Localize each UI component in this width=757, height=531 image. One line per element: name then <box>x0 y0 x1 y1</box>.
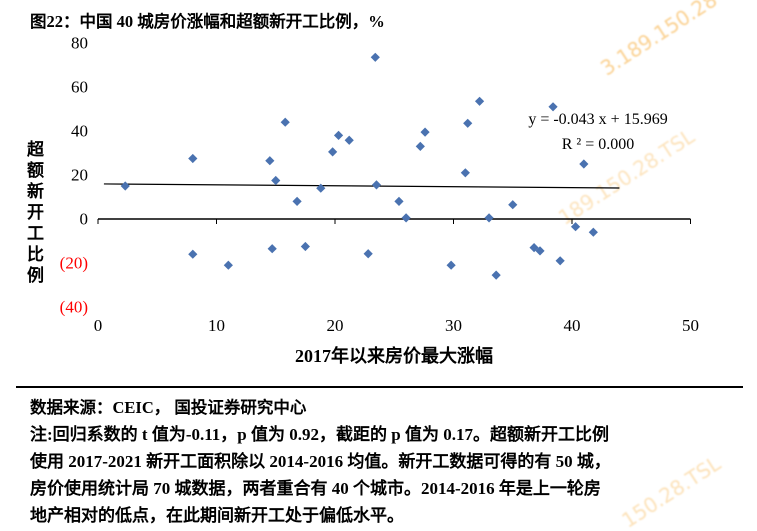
note-line: 使用 2017-2021 新开工面积除以 2014-2016 均值。新开工数据可… <box>30 452 611 471</box>
svg-text:50: 50 <box>682 316 699 335</box>
svg-text:20: 20 <box>327 316 344 335</box>
svg-text:20: 20 <box>71 166 88 185</box>
svg-text:40: 40 <box>564 316 581 335</box>
scatter-chart: 80 60 40 20 0 (20) (40) 0 10 20 30 40 50 <box>60 34 699 336</box>
svg-text:0: 0 <box>94 316 103 335</box>
r-squared-label: R ² = 0.000 <box>561 136 635 153</box>
note-line: 房价使用统计局 70 城数据，两者重合有 40 个城市。2014-2016 年是… <box>30 479 601 498</box>
svg-text:(20): (20) <box>60 254 88 273</box>
chart-title: 图22：中国 40 城房价涨幅和超额新开工比例，% <box>30 12 385 31</box>
svg-text:40: 40 <box>71 122 88 141</box>
data-source: 数据来源：CEIC， 国投证券研究中心 <box>30 398 307 417</box>
figure-note: 注:回归系数的 t 值为-0.11，p 值为 0.92，截距的 p 值为 0.1… <box>30 421 740 529</box>
svg-text:10: 10 <box>208 316 225 335</box>
note-line: 地产相对的低点，在此期间新开工处于偏低水平。 <box>30 506 404 525</box>
separator-line <box>16 386 743 388</box>
svg-text:30: 30 <box>445 316 462 335</box>
trendline-equation: y = -0.043 x + 15.969 <box>528 111 668 128</box>
svg-text:80: 80 <box>71 34 88 53</box>
svg-text:0: 0 <box>80 210 89 229</box>
svg-text:(40): (40) <box>60 298 88 317</box>
svg-text:60: 60 <box>71 78 88 97</box>
note-line: 注:回归系数的 t 值为-0.11，p 值为 0.92，截距的 p 值为 0.1… <box>30 425 609 444</box>
x-axis-title: 2017年以来房价最大涨幅 <box>295 346 493 366</box>
y-axis-title: 超额新开工比例 <box>24 140 43 287</box>
